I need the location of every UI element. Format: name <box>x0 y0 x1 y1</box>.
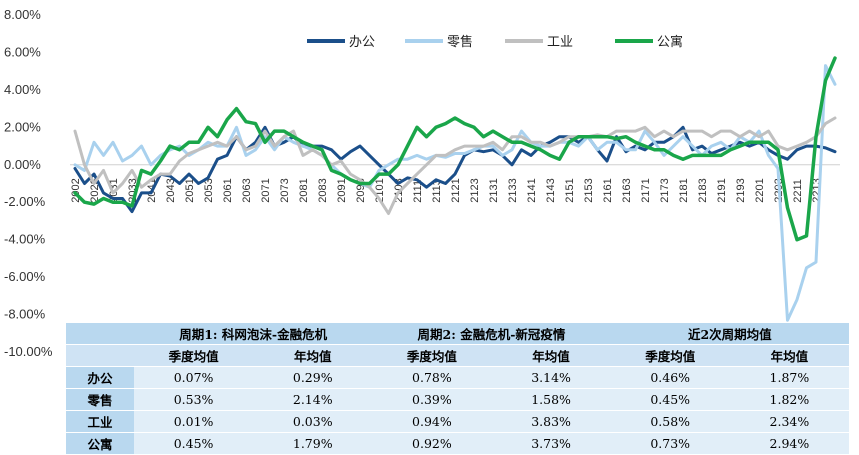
legend-label: 零售 <box>447 34 473 50</box>
y-axis: 8.00% 6.00% 4.00% 2.00% 0.00% -2.00% -4.00% -6.… <box>4 7 840 359</box>
table-corner <box>66 323 134 345</box>
y-tick-label: -2.00% <box>4 194 46 209</box>
x-tick-label: 2201 <box>754 178 766 202</box>
x-tick-label: 2043 <box>165 178 177 202</box>
x-tick-label: 2133 <box>507 178 519 202</box>
y-tick-label: 6.00% <box>4 44 41 59</box>
x-tick-label: 2193 <box>735 178 747 202</box>
table-cell: 0.03% <box>253 410 373 433</box>
x-tick-label: 2071 <box>260 178 272 202</box>
x-tick-label: 2123 <box>469 178 481 202</box>
table-row: 零售 0.53% 2.14% 0.39% 1.58% 0.45% 1.82% <box>66 388 849 411</box>
y-tick-label: -6.00% <box>4 269 46 284</box>
subheader: 年均值 <box>253 344 373 367</box>
x-tick-label: 2131 <box>488 178 500 202</box>
x-tick-label: 2121 <box>450 178 462 202</box>
subheader: 季度均值 <box>134 344 254 367</box>
x-tick-label: 2171 <box>640 178 652 202</box>
legend-label: 办公 <box>349 35 375 50</box>
row-label: 办公 <box>66 366 134 389</box>
row-label: 公寓 <box>66 432 134 455</box>
series-line <box>73 56 837 242</box>
table-cell: 0.58% <box>610 410 730 433</box>
table-cell: 0.92% <box>372 432 492 455</box>
subheader: 年均值 <box>491 344 611 367</box>
table-cell: 3.83% <box>491 410 611 433</box>
table-cell: 3.14% <box>491 366 611 389</box>
table-cell: 0.94% <box>372 410 492 433</box>
table-cell: 0.53% <box>134 388 254 411</box>
cycle-averages-table: 周期1: 科网泡沫-金融危机 周期2: 金融危机-新冠疫情 近2次周期均值 季度… <box>66 323 849 455</box>
x-tick-label: 2081 <box>298 178 310 202</box>
table-cell: 1.79% <box>253 432 373 455</box>
x-tick-label: 2053 <box>203 178 215 202</box>
x-tick-label: 2083 <box>317 178 329 202</box>
x-tick-label: 2073 <box>279 178 291 202</box>
y-tick-label: -10.00% <box>4 344 53 359</box>
x-tick-label: 2141 <box>526 178 538 202</box>
x-tick-label: 2051 <box>184 178 196 202</box>
x-tick-label: 2143 <box>545 178 557 202</box>
series-lines <box>73 56 837 322</box>
table-corner <box>66 344 134 367</box>
table-cell: 1.58% <box>491 388 611 411</box>
x-tick-label: 2111 <box>412 180 424 203</box>
subheader: 年均值 <box>729 344 849 367</box>
x-tick-label: 2151 <box>564 178 576 202</box>
table-cell: 0.39% <box>372 388 492 411</box>
table-cell: 1.82% <box>729 388 849 411</box>
x-tick-label: 2091 <box>336 178 348 202</box>
x-tick-label: 2113 <box>431 179 443 203</box>
period-header: 近2次周期均值 <box>610 323 849 345</box>
x-tick-label: 2181 <box>678 178 690 202</box>
legend-label: 工业 <box>547 35 573 50</box>
table-row: 工业 0.01% 0.03% 0.94% 3.83% 0.58% 2.34% <box>66 410 849 433</box>
table-cell: 0.45% <box>134 432 254 455</box>
table-period-header-row: 周期1: 科网泡沫-金融危机 周期2: 金融危机-新冠疫情 近2次周期均值 <box>66 323 849 345</box>
y-tick-label: 4.00% <box>4 82 41 97</box>
row-label: 工业 <box>66 410 134 433</box>
y-tick-label: 0.00% <box>4 157 41 172</box>
table-cell: 0.73% <box>610 432 730 455</box>
row-label: 零售 <box>66 388 134 411</box>
x-tick-label: 2153 <box>583 178 595 202</box>
x-tick-label: 2161 <box>602 178 614 202</box>
table-cell: 2.14% <box>253 388 373 411</box>
x-tick-label: 2183 <box>697 178 709 202</box>
x-tick-label: 2061 <box>222 178 234 202</box>
table-cell: 3.73% <box>491 432 611 455</box>
legend: 办公 零售 工业 公寓 <box>307 34 683 50</box>
x-tick-label: 2063 <box>241 178 253 202</box>
table-cell: 0.29% <box>253 366 373 389</box>
table-cell: 0.07% <box>134 366 254 389</box>
x-tick-label: 2163 <box>621 178 633 202</box>
table-row: 公寓 0.45% 1.79% 0.92% 3.73% 0.73% 2.94% <box>66 432 849 455</box>
y-tick-label: 2.00% <box>4 119 41 134</box>
table-cell: 2.34% <box>729 410 849 433</box>
y-tick-label: -8.00% <box>4 307 46 322</box>
period-header: 周期2: 金融危机-新冠疫情 <box>372 323 611 345</box>
x-tick-label: 2211 <box>792 179 804 203</box>
legend-label: 公寓 <box>657 34 683 50</box>
table-cell: 1.87% <box>729 366 849 389</box>
y-tick-label: -4.00% <box>4 232 46 247</box>
subheader: 季度均值 <box>610 344 730 367</box>
table-cell: 2.94% <box>729 432 849 455</box>
table-cell: 0.01% <box>134 410 254 433</box>
table-cell: 0.45% <box>610 388 730 411</box>
table-cell: 0.78% <box>372 366 492 389</box>
series-line <box>73 116 837 215</box>
table-subheader-row: 季度均值 年均值 季度均值 年均值 季度均值 年均值 <box>66 344 849 367</box>
table-row: 办公 0.07% 0.29% 0.78% 3.14% 0.46% 1.87% <box>66 366 849 389</box>
y-tick-label: 8.00% <box>4 7 41 22</box>
x-tick-label: 2191 <box>716 178 728 202</box>
table-cell: 0.46% <box>610 366 730 389</box>
period-header: 周期1: 科网泡沫-金融危机 <box>134 323 373 345</box>
x-tick-label: 2173 <box>659 178 671 202</box>
subheader: 季度均值 <box>372 344 492 367</box>
